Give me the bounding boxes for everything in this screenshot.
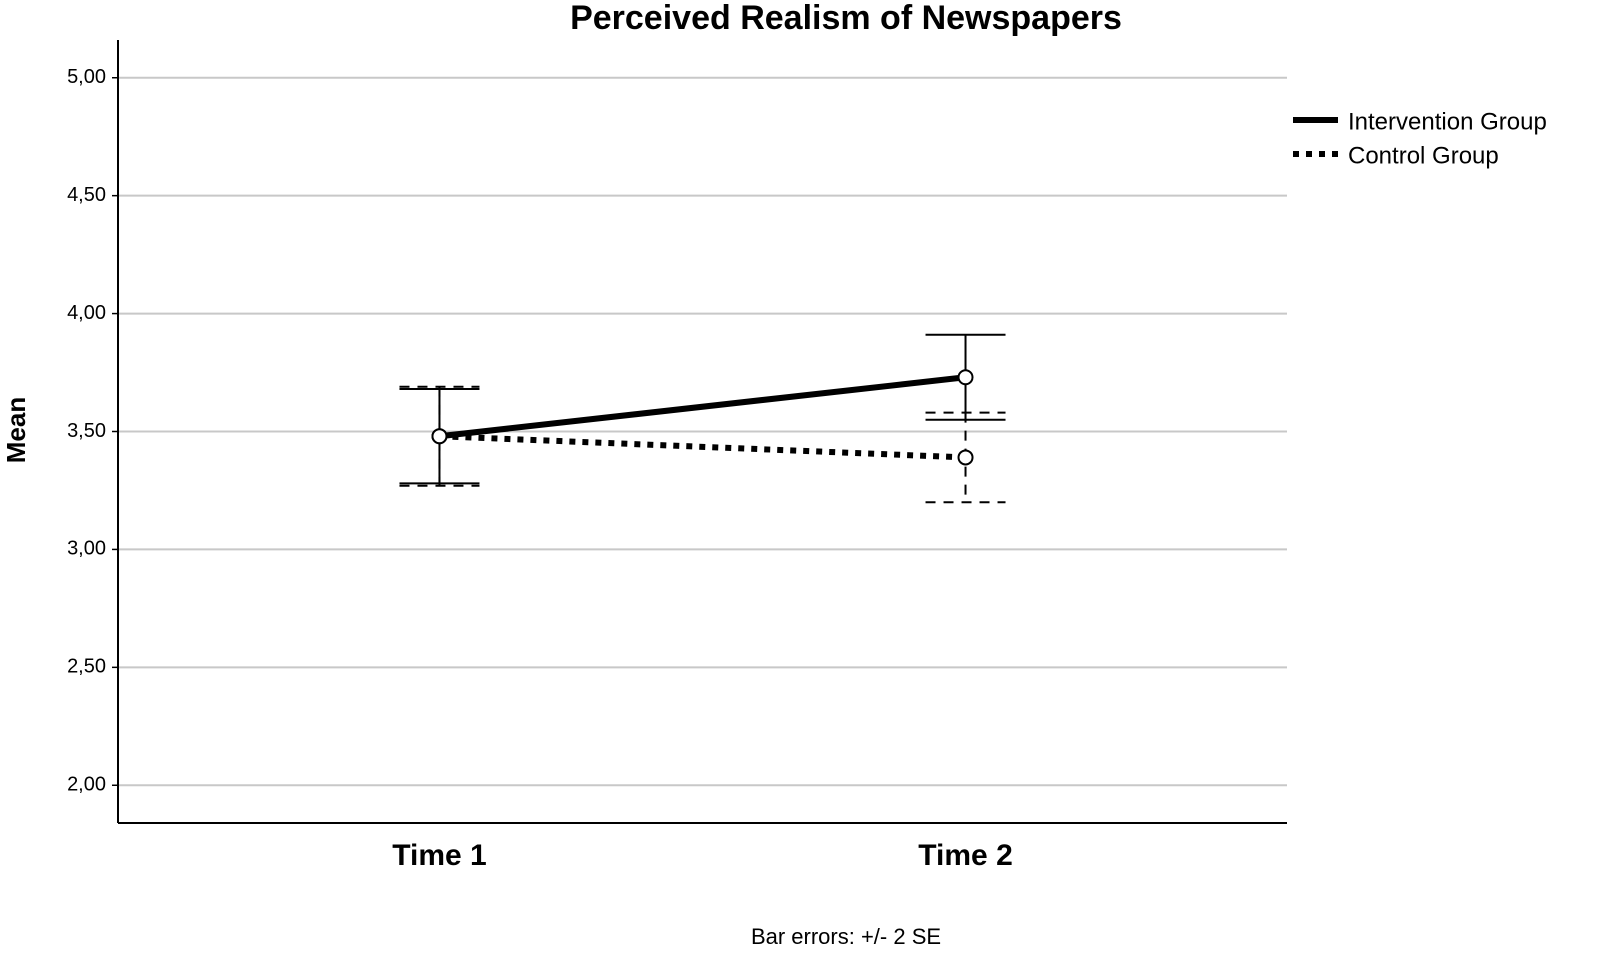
- series-line: [439, 433, 966, 461]
- chart-title: Perceived Realism of Newspapers: [570, 0, 1122, 37]
- error-bar: [399, 385, 480, 487]
- y-axis-label: Mean: [1, 397, 31, 463]
- y-tick-label: 2,00: [67, 774, 106, 796]
- series-line: [439, 374, 966, 440]
- data-point: [957, 369, 974, 386]
- data-point: [431, 428, 448, 445]
- legend-label: Intervention Group: [1348, 108, 1547, 135]
- y-tick-label: 4,50: [67, 184, 106, 206]
- y-tick-label: 3,00: [67, 538, 106, 560]
- y-tick-label: 3,50: [67, 420, 106, 442]
- y-tick-label: 2,50: [67, 656, 106, 678]
- data-point: [957, 449, 974, 466]
- y-tick-label: 5,00: [67, 66, 106, 88]
- y-tick-label: 4,00: [67, 302, 106, 324]
- x-tick-label: Time 1: [392, 839, 487, 872]
- legend-label: Control Group: [1348, 142, 1499, 169]
- footnote: Bar errors: +/- 2 SE: [751, 924, 941, 949]
- x-tick-label: Time 2: [918, 839, 1013, 872]
